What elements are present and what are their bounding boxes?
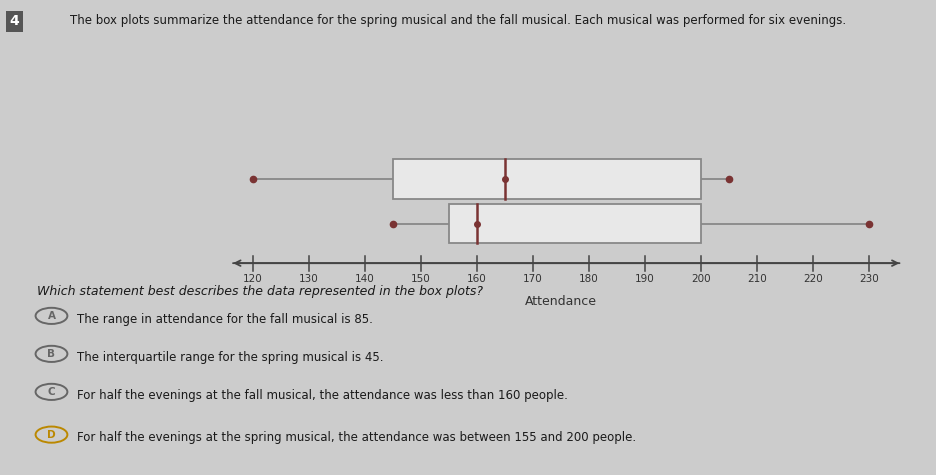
Text: Attendance: Attendance: [525, 295, 596, 308]
Text: 4: 4: [9, 14, 19, 28]
Text: For half the evenings at the fall musical, the attendance was less than 160 peop: For half the evenings at the fall musica…: [77, 389, 567, 402]
Text: D: D: [47, 429, 56, 440]
Text: 210: 210: [747, 274, 767, 284]
Text: 170: 170: [523, 274, 543, 284]
Text: 150: 150: [411, 274, 431, 284]
Text: 200: 200: [691, 274, 710, 284]
Text: B: B: [48, 349, 55, 359]
Text: The range in attendance for the fall musical is 85.: The range in attendance for the fall mus…: [77, 313, 373, 326]
Text: 120: 120: [242, 274, 262, 284]
Text: 160: 160: [467, 274, 487, 284]
Text: C: C: [48, 387, 55, 397]
Text: 130: 130: [299, 274, 318, 284]
Text: 140: 140: [355, 274, 374, 284]
Text: For half the evenings at the spring musical, the attendance was between 155 and : For half the evenings at the spring musi…: [77, 431, 636, 445]
Bar: [393, 160, 701, 199]
Text: 180: 180: [578, 274, 598, 284]
Text: 230: 230: [859, 274, 879, 284]
Text: 190: 190: [635, 274, 654, 284]
Text: 220: 220: [803, 274, 823, 284]
Bar: [448, 204, 701, 243]
Text: The interquartile range for the spring musical is 45.: The interquartile range for the spring m…: [77, 351, 383, 364]
Text: The box plots summarize the attendance for the spring musical and the fall music: The box plots summarize the attendance f…: [70, 14, 846, 27]
Text: Which statement best describes the data represented in the box plots?: Which statement best describes the data …: [37, 285, 483, 298]
Text: A: A: [48, 311, 55, 321]
